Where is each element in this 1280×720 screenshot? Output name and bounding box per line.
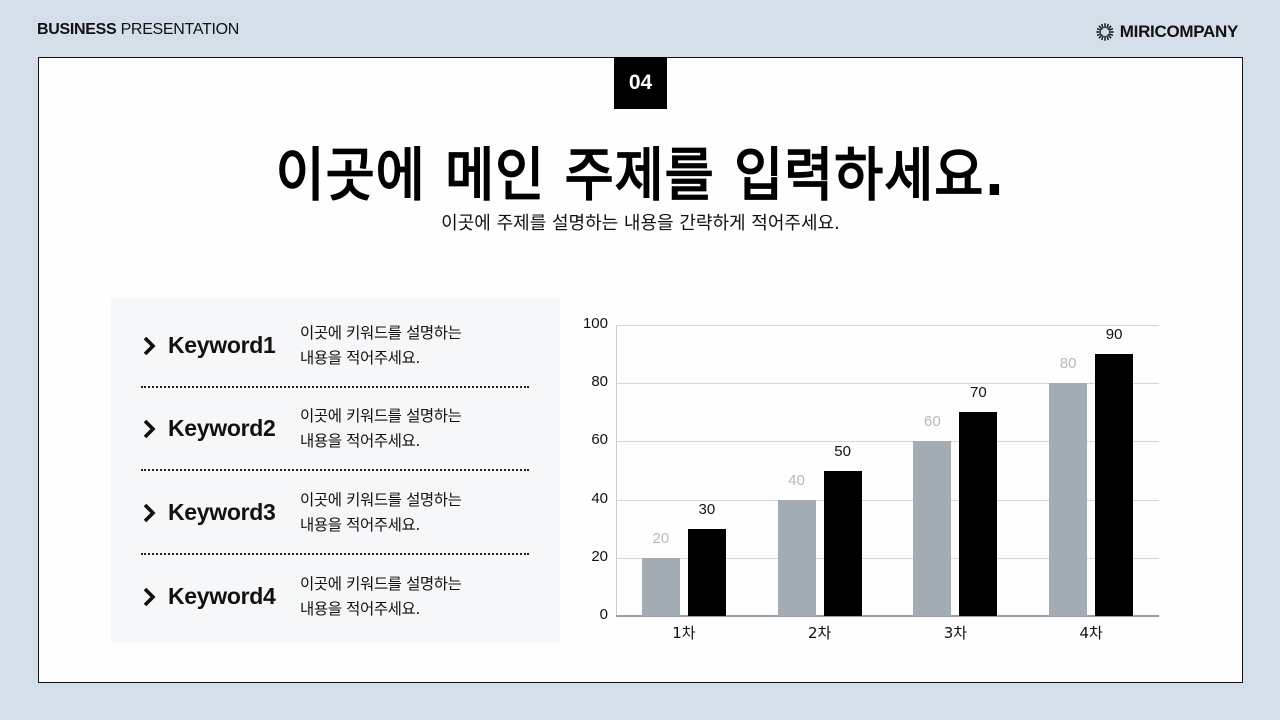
presentation-label: BUSINESS PRESENTATION <box>37 21 239 39</box>
brand-logo: MIRICOMPANY <box>1095 22 1239 42</box>
keyword-item-1: Keyword1 이곳에 키워드를 설명하는 내용을 적어주세요. <box>141 305 529 388</box>
page-title: 이곳에 메인 주제를 입력하세요. <box>275 141 1006 209</box>
keyword-desc-line: 내용을 적어주세요. <box>300 431 420 450</box>
chevron-right-icon <box>143 503 156 522</box>
page-subtitle: 이곳에 주제를 설명하는 내용을 간략하게 적어주세요. <box>441 213 840 234</box>
bar-chart: 0 20 40 60 80 100 20 30 1차 40 50 2차 60 70 3차 80 90 4차 <box>39 58 1244 684</box>
y-axis-tick-label: 0 <box>599 606 608 623</box>
keyword-desc-line: 이곳에 키워드를 설명하는 <box>300 574 462 593</box>
y-axis-tick-label: 20 <box>591 547 608 565</box>
bar-s1-4 <box>1049 383 1088 616</box>
chevron-right-icon <box>143 336 156 355</box>
keyword-item-4: Keyword4 이곳에 키워드를 설명하는 내용을 적어주세요. <box>141 555 529 638</box>
keyword-desc-line: 이곳에 키워드를 설명하는 <box>300 406 462 425</box>
brand-name: MIRICOMPANY <box>1119 22 1239 41</box>
keyword-desc-line: 내용을 적어주세요. <box>300 348 420 367</box>
chart-y-axis <box>616 325 617 616</box>
keyword-item-3: Keyword3 이곳에 키워드를 설명하는 내용을 적어주세요. <box>141 472 529 555</box>
bar-s1-2 <box>777 499 816 616</box>
data-label: 60 <box>924 413 941 431</box>
x-axis-tick-label: 2차 <box>807 624 832 642</box>
keyword-description: 이곳에 키워드를 설명하는 내용을 적어주세요. <box>300 572 462 622</box>
keyword-desc-line: 내용을 적어주세요. <box>300 515 420 534</box>
header-presentation: PRESENTATION <box>120 21 240 38</box>
keyword-label: Keyword1 <box>168 332 276 358</box>
y-axis-tick-label: 60 <box>591 431 608 449</box>
bar-s2-2 <box>823 470 862 616</box>
data-label: 30 <box>698 500 716 518</box>
slide-panel: 04 이곳에 메인 주제를 입력하세요. 이곳에 주제를 설명하는 내용을 간략… <box>38 57 1243 683</box>
x-axis-tick-label: 1차 <box>672 624 696 642</box>
y-axis-tick-label: 100 <box>582 315 608 332</box>
chart-gridline <box>616 441 1159 443</box>
sunburst-logo-icon <box>1095 23 1114 41</box>
data-label: 80 <box>1059 355 1077 373</box>
bar-s1-1 <box>641 557 680 616</box>
keyword-label: Keyword2 <box>168 415 276 441</box>
bar-s2-3 <box>959 412 998 616</box>
data-label: 20 <box>652 529 670 547</box>
data-label: 40 <box>788 471 805 489</box>
slide-number-badge: 04 <box>614 57 667 109</box>
header-business: BUSINESS <box>37 21 117 38</box>
chart-gridline <box>616 499 1159 501</box>
x-axis-tick-label: 4차 <box>1079 624 1103 642</box>
y-axis-tick-label: 40 <box>591 489 608 507</box>
data-label: 90 <box>1105 326 1123 344</box>
keyword-description: 이곳에 키워드를 설명하는 내용을 적어주세요. <box>300 321 462 371</box>
chevron-right-icon <box>143 587 156 606</box>
bar-s2-4 <box>1095 354 1134 616</box>
chart-gridline <box>616 557 1159 559</box>
bar-s2-1 <box>687 528 726 616</box>
keyword-item-2: Keyword2 이곳에 키워드를 설명하는 내용을 적어주세요. <box>141 388 529 471</box>
bar-s1-3 <box>913 441 952 616</box>
chevron-right-icon <box>143 419 156 438</box>
data-label: 50 <box>834 442 851 460</box>
keyword-description: 이곳에 키워드를 설명하는 내용을 적어주세요. <box>300 404 462 454</box>
data-label: 70 <box>970 384 987 402</box>
y-axis-tick-label: 80 <box>591 373 608 391</box>
keyword-desc-line: 이곳에 키워드를 설명하는 <box>300 490 462 509</box>
chart-gridline <box>616 325 1159 326</box>
x-axis-tick-label: 3차 <box>943 624 968 642</box>
keyword-desc-line: 이곳에 키워드를 설명하는 <box>300 323 462 342</box>
keyword-description: 이곳에 키워드를 설명하는 내용을 적어주세요. <box>300 488 462 538</box>
keyword-list: Keyword1 이곳에 키워드를 설명하는 내용을 적어주세요. Keywor… <box>111 298 560 642</box>
keyword-label: Keyword4 <box>168 583 276 609</box>
chart-x-axis <box>616 615 1159 617</box>
keyword-desc-line: 내용을 적어주세요. <box>300 599 420 618</box>
chart-gridline <box>616 383 1159 385</box>
keyword-label: Keyword3 <box>168 499 276 525</box>
